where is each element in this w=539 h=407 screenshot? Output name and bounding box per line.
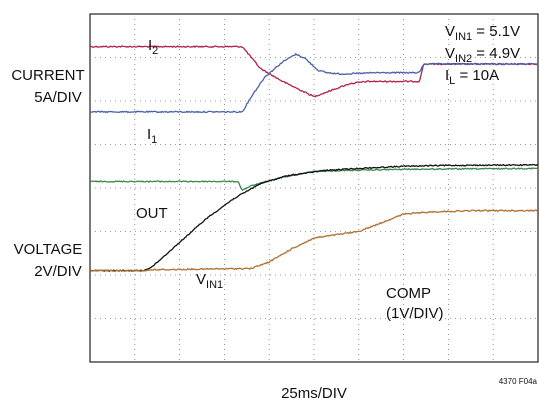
chart-traces [89,45,539,272]
trace-vin1 [89,163,539,272]
trace-label-comp-scale: (1V/DIV) [386,305,444,322]
condition-vin1: VIN1 = 5.1V [445,23,520,43]
trace-label-out: OUT [136,205,168,222]
figure-id: 4370 F04a [499,377,538,386]
trace-label-comp: COMP [386,285,431,302]
trace-label-i1: I1 [147,126,157,146]
condition-vin2: VIN2 = 4.9V [445,45,520,65]
condition-il: IL = 10A [445,67,499,87]
voltage-axis-label-line2: 2V/DIV [34,263,82,280]
voltage-axis-label-line1: VOLTAGE [14,241,83,258]
chart-labels: CURRENT 5A/DIV VOLTAGE 2V/DIV 25ms/DIV 4… [11,23,537,402]
trace-comp [89,209,539,272]
current-axis-label-line2: 5A/DIV [34,89,82,106]
trace-label-i2: I2 [148,37,158,57]
trace-label-vin1: VIN1 [196,271,223,291]
chart-grid [89,13,539,363]
current-axis-label-line1: CURRENT [11,67,84,84]
trace-i1 [89,53,539,114]
x-axis-label: 25ms/DIV [281,385,347,402]
